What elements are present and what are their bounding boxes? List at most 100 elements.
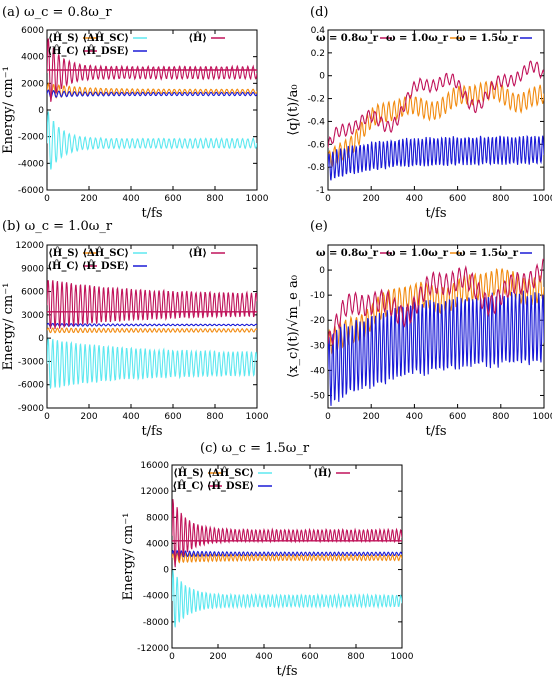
y-tick-label: 16000 [140,461,169,471]
series-line-08r [328,60,544,148]
series-group [47,280,257,389]
series-line-sc [47,338,257,389]
x-tick-label: 400 [122,412,139,422]
y-tick-label: 4000 [21,53,44,63]
legend-label: ω = 1.0ω_r [386,248,449,259]
x-tick-label: 1000 [246,194,269,204]
y-axis-label: Energy/ cm⁻¹ [1,66,16,154]
y-tick-label: 0 [163,566,169,576]
y-tick-label: -50 [310,391,325,401]
x-tick-label: 200 [80,412,97,422]
panel-a: (a) ω_c = 0.8ω_r 0 200 400 600 800 1000 -6000 -4… [1,5,269,221]
x-tick-label: 800 [492,412,509,422]
y-tick-label: 6000 [21,288,44,298]
x-tick-label: 400 [122,194,139,204]
x-axis-label: t/fs [141,424,162,439]
x-tick-label: 0 [44,412,50,422]
x-axis-label: t/fs [425,206,446,221]
y-tick-label: 12000 [140,487,169,497]
x-tick-label: 200 [363,412,380,422]
series-line-dse [172,549,402,559]
x-tick-label: 600 [164,194,181,204]
y-tick-label: -0.6 [307,140,325,150]
y-tick-label: -10 [310,291,325,301]
series-line-dse [47,89,257,99]
legend-label: ⟨ΔĤ_SC⟩ [207,467,254,479]
legend-label: ⟨Ĥ_S⟩ [173,467,204,479]
y-axis-label: ⟨q⟩(t)/a₀ [286,84,301,135]
x-tick-label: 0 [169,652,175,662]
series-line-s [172,550,402,565]
x-tick-label: 600 [449,412,466,422]
x-tick-label: 400 [406,194,423,204]
series-line-s [47,82,257,100]
legend-label: ω = 0.8ω_r [316,248,379,259]
panel-c: (c) ω_c = 1.5ω_r 0 200 400 600 800 1000 -12000 -… [121,441,414,679]
panel-e: (e) 0 200 400 600 800 1000 -50 -40 -30 -20 -10 0 t/fs… [286,219,552,439]
y-tick-label: -6000 [18,186,44,196]
y-tick-label: -2000 [18,133,44,143]
y-tick-label: 0 [319,266,325,276]
plot-frame [327,29,545,191]
x-tick-label: 800 [206,194,223,204]
series-line-08r [328,258,544,347]
x-axis-label: t/fs [276,664,297,679]
x-tick-label: 800 [347,652,364,662]
x-tick-label: 600 [449,194,466,204]
x-tick-label: 0 [325,194,331,204]
y-tick-label: -8000 [143,618,169,628]
series-line-s [47,327,257,334]
x-tick-label: 1000 [533,194,552,204]
y-tick-label: -0.8 [307,163,325,173]
series-line-15r [328,134,544,181]
legend-label: ⟨ΔĤ_SC⟩ [82,247,129,259]
y-tick-label: 12000 [15,241,44,251]
panel-title: (b) ω_c = 1.0ω_r [2,219,113,234]
legend-label: ⟨ΔĤ_SC⟩ [82,32,129,44]
legend-label: ⟨Ĥ_C⟩ [47,45,79,57]
y-tick-label: 0.2 [311,49,325,59]
y-tick-label: 8000 [146,513,169,523]
y-tick-label: 0 [38,106,44,116]
x-tick-label: 600 [164,412,181,422]
legend-label: ⟨Ĥ_DSE⟩ [207,480,254,492]
y-tick-label: -3000 [18,357,44,367]
y-tick-label: 2000 [21,79,44,89]
series-line-c [47,38,257,102]
y-tick-label: 0 [38,334,44,344]
y-axis-label: Energy/ cm⁻¹ [1,283,16,371]
y-tick-label: -12000 [137,644,169,654]
x-tick-label: 1000 [391,652,414,662]
y-tick-label: 6000 [21,26,44,36]
panel-d: (d) 0 200 400 600 800 1000 -1 -0.8 -0.6 -0.4 -0.2 0 0… [286,5,552,221]
y-tick-label: -30 [310,341,325,351]
panel-b: (b) ω_c = 1.0ω_r 0 200 400 600 800 1000 -9000 -6… [1,219,269,439]
x-axis-label: t/fs [425,424,446,439]
series-line-dse [47,322,257,327]
series-group [47,38,257,170]
legend-label: ω = 0.8ω_r [316,33,379,44]
y-tick-label: -0.2 [307,95,325,105]
panel-title: (e) [310,219,328,234]
legend-label: ⟨Ĥ⟩ [188,247,207,259]
y-tick-label: -6000 [18,381,44,391]
x-tick-label: 0 [325,412,331,422]
panel-title: (c) ω_c = 1.5ω_r [200,441,310,456]
x-tick-label: 200 [80,194,97,204]
y-tick-label: 9000 [21,264,44,274]
y-axis-label: ⟨x_c⟩(t)/√m_e a₀ [286,275,301,378]
y-axis-label: Energy/ cm⁻¹ [121,513,136,601]
y-tick-label: -20 [310,316,325,326]
legend-label: ⟨Ĥ⟩ [313,467,332,479]
x-tick-label: 200 [209,652,226,662]
x-tick-label: 600 [301,652,318,662]
legend-label: ⟨Ĥ_DSE⟩ [82,45,129,57]
legend-label: ω = 1.5ω_r [456,248,519,259]
legend-label: ω = 1.0ω_r [386,33,449,44]
panel-title: (a) ω_c = 0.8ω_r [2,5,112,20]
y-tick-label: -4000 [18,159,44,169]
y-tick-label: -40 [310,366,325,376]
series-group [328,258,544,406]
series-line-10r [328,267,544,355]
